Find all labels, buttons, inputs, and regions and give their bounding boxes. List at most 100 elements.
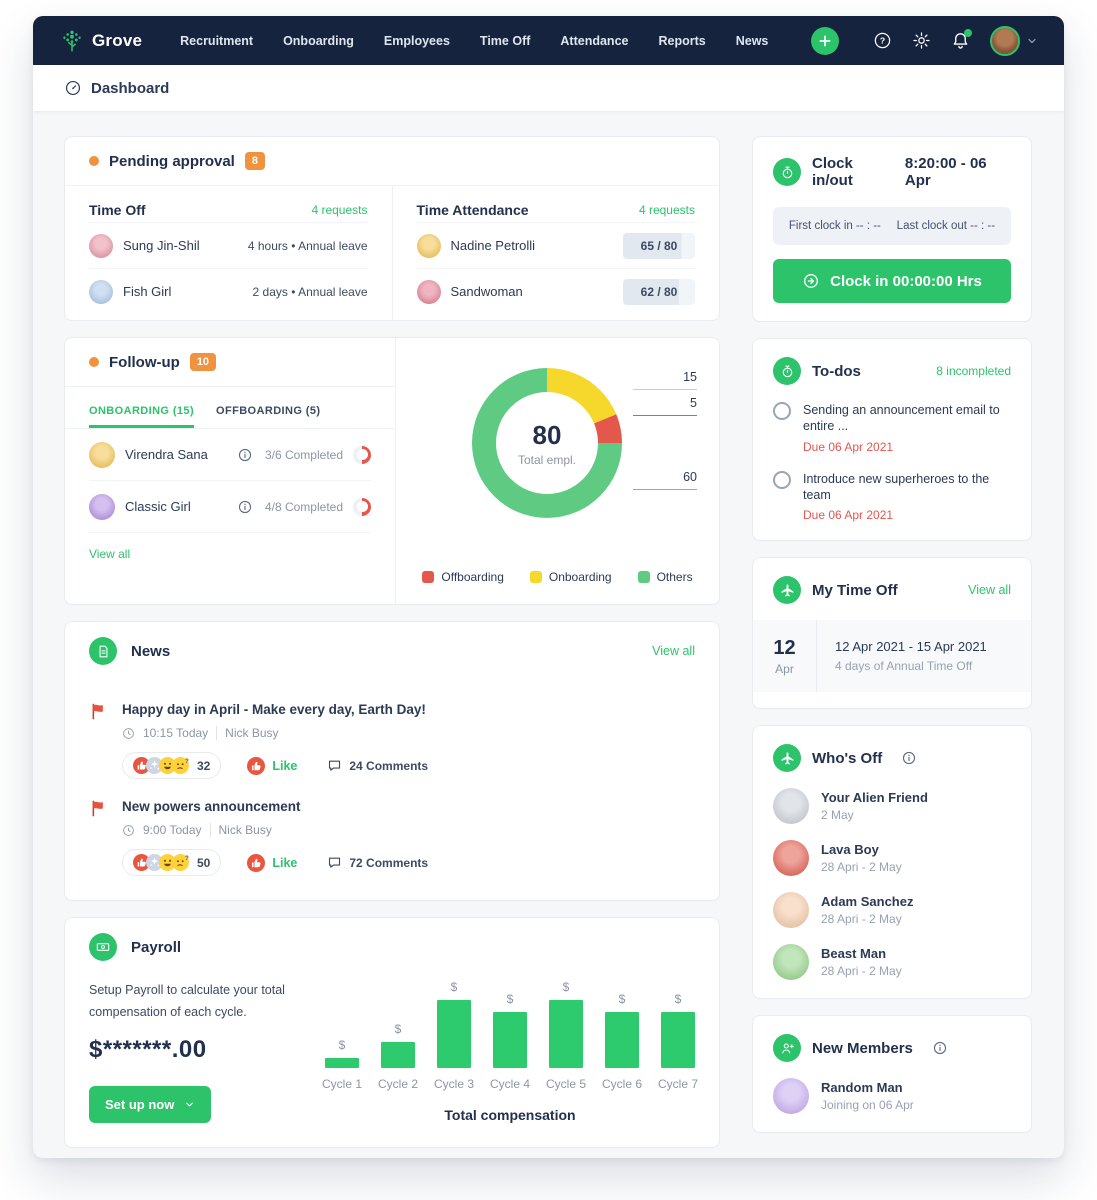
- nav-item-onboarding[interactable]: Onboarding: [283, 33, 354, 48]
- todo-text: Introduce new superheroes to the team: [803, 471, 990, 502]
- avatar: [773, 788, 809, 824]
- whos-off-circle: [773, 744, 801, 772]
- nav-item-recruitment[interactable]: Recruitment: [180, 33, 254, 48]
- set-up-now-button[interactable]: Set up now: [89, 1085, 212, 1123]
- bar-column: $ Cycle 2: [378, 1022, 418, 1091]
- comments-button[interactable]: 72 Comments: [327, 855, 428, 870]
- nav-item-attendance[interactable]: Attendance: [560, 33, 629, 48]
- airplane-icon: [781, 584, 793, 596]
- avatar: [89, 441, 115, 468]
- chevron-down-icon: [186, 1102, 194, 1107]
- notifications-button[interactable]: [951, 29, 972, 50]
- off-dates: 28 Apri - 2 May: [821, 964, 902, 978]
- news-post[interactable]: New powers announcement 9:00 Today Nick …: [89, 799, 695, 876]
- time-off-entry[interactable]: 12 Apr 12 Apr 2021 - 15 Apr 2021 4 days …: [753, 620, 1031, 692]
- clock-circle: [773, 158, 801, 186]
- button-label: Clock in 00:00:00 Hrs: [830, 272, 982, 290]
- last-clock-out: Last clock out -- : --: [896, 220, 996, 232]
- info-icon[interactable]: [237, 499, 253, 515]
- tab-onboarding[interactable]: ONBOARDING (15): [89, 405, 194, 428]
- like-button[interactable]: Like: [247, 853, 297, 872]
- bar-value-label: $: [394, 1022, 402, 1036]
- month: Apr: [775, 661, 794, 676]
- nav-right: ?: [811, 25, 1038, 56]
- add-button[interactable]: [811, 26, 839, 55]
- requests-count[interactable]: 4 requests: [311, 203, 368, 217]
- todo-item[interactable]: Sending an announcement email to entire …: [773, 402, 1011, 454]
- follow-up-row[interactable]: Classic Girl 4/8 Completed: [89, 481, 371, 533]
- user-avatar: [990, 25, 1020, 56]
- bar-category-label: Cycle 5: [546, 1077, 587, 1091]
- new-member-row[interactable]: Random Man Joining on 06 Apr: [773, 1078, 1011, 1114]
- help-button[interactable]: ?: [873, 31, 892, 50]
- clock-summary: First clock in -- : -- Last clock out --…: [773, 207, 1011, 245]
- view-all-link[interactable]: View all: [652, 644, 695, 658]
- clock-card: Clock in/out 8:20:00 - 06 Apr First cloc…: [752, 136, 1032, 322]
- employee-name: Adam Sanchez: [821, 894, 914, 909]
- left-column: Pending approval 8 Time Off 4 requests S…: [64, 136, 720, 1158]
- section-title: Time Attendance: [416, 202, 529, 218]
- info-icon[interactable]: [932, 1040, 948, 1056]
- person-plus-icon: [781, 1042, 794, 1053]
- time-off-column: Time Off 4 requests Sung Jin-Shil 4 hour…: [65, 186, 392, 320]
- follow-up-row[interactable]: Virendra Sana 3/6 Completed: [89, 429, 371, 481]
- avatar: [89, 279, 113, 304]
- settings-button[interactable]: [912, 31, 931, 50]
- todo-checkbox[interactable]: [773, 470, 791, 489]
- time-off-row[interactable]: Fish Girl 2 days • Annual leave: [89, 268, 368, 314]
- user-menu[interactable]: [990, 25, 1038, 56]
- off-dates: 28 Apri - 2 May: [821, 912, 902, 926]
- todo-checkbox[interactable]: [773, 402, 791, 420]
- like-button[interactable]: Like: [247, 756, 297, 775]
- legend-label: Onboarding: [548, 570, 612, 584]
- legend-label: Offboarding: [441, 570, 504, 584]
- todo-due-date: Due 06 Apr 2021: [803, 508, 894, 522]
- comments-button[interactable]: 24 Comments: [327, 758, 428, 773]
- bar: [437, 1000, 471, 1068]
- view-all-link[interactable]: View all: [89, 547, 131, 561]
- view-all-link[interactable]: View all: [968, 583, 1011, 597]
- time-attendance-row[interactable]: Nadine Petrolli 65 / 80: [416, 222, 695, 268]
- news-post[interactable]: Happy day in April - Make every day, Ear…: [89, 702, 695, 779]
- page-title: Dashboard: [91, 79, 170, 97]
- date-range: 12 Apr 2021 - 15 Apr 2021: [835, 639, 987, 654]
- bar: [381, 1042, 415, 1068]
- thinking-emoji-icon: ?: [172, 757, 189, 774]
- payroll-description: Setup Payroll to calculate your total co…: [89, 983, 285, 1019]
- time-attendance-row[interactable]: Sandwoman 62 / 80: [416, 268, 695, 314]
- total-employees-value: 80: [532, 419, 562, 450]
- avatar: [89, 493, 115, 520]
- card-title: News: [131, 642, 171, 660]
- time-off-row[interactable]: Sung Jin-Shil 4 hours • Annual leave: [89, 222, 368, 268]
- employee-name: Virendra Sana: [125, 447, 208, 462]
- requests-count[interactable]: 4 requests: [638, 203, 695, 217]
- flag-icon: [92, 703, 103, 720]
- nav-item-employees[interactable]: Employees: [383, 33, 450, 48]
- bar-column: $ Cycle 1: [322, 1038, 362, 1091]
- info-icon[interactable]: [237, 447, 253, 463]
- nav-item-news[interactable]: News: [735, 33, 769, 48]
- legend-swatch: [529, 571, 542, 583]
- chart-caption: Total compensation: [444, 1107, 576, 1123]
- hours-progress-pill: 62 / 80: [623, 278, 695, 305]
- legend-item: Offboarding: [422, 570, 504, 584]
- nav-item-reports[interactable]: Reports: [658, 33, 706, 48]
- bar: [549, 1000, 583, 1068]
- info-icon[interactable]: [901, 750, 917, 766]
- airplane-icon: [781, 752, 793, 764]
- plus-icon: [819, 34, 831, 47]
- whos-off-row[interactable]: Lava Boy 28 Apri - 2 May: [773, 840, 1011, 876]
- tab-offboarding[interactable]: OFFBOARDING (5): [216, 405, 321, 417]
- whos-off-row[interactable]: Beast Man 28 Apri - 2 May: [773, 944, 1011, 980]
- grove-logo[interactable]: Grove: [59, 28, 142, 54]
- reactions-pill[interactable]: ? 32: [122, 752, 222, 779]
- todo-item[interactable]: Introduce new superheroes to the team Du…: [773, 470, 1011, 522]
- whos-off-row[interactable]: Adam Sanchez 28 Apri - 2 May: [773, 892, 1011, 928]
- whos-off-row[interactable]: Your Alien Friend 2 May: [773, 788, 1011, 824]
- reactions-pill[interactable]: ? 50: [122, 849, 222, 876]
- clock-in-button[interactable]: Clock in 00:00:00 Hrs: [773, 259, 1011, 303]
- post-title: New powers announcement: [122, 799, 301, 814]
- progress-label: 4/8 Completed: [264, 499, 343, 514]
- avatar: [416, 233, 441, 258]
- nav-item-timeoff[interactable]: Time Off: [479, 33, 531, 48]
